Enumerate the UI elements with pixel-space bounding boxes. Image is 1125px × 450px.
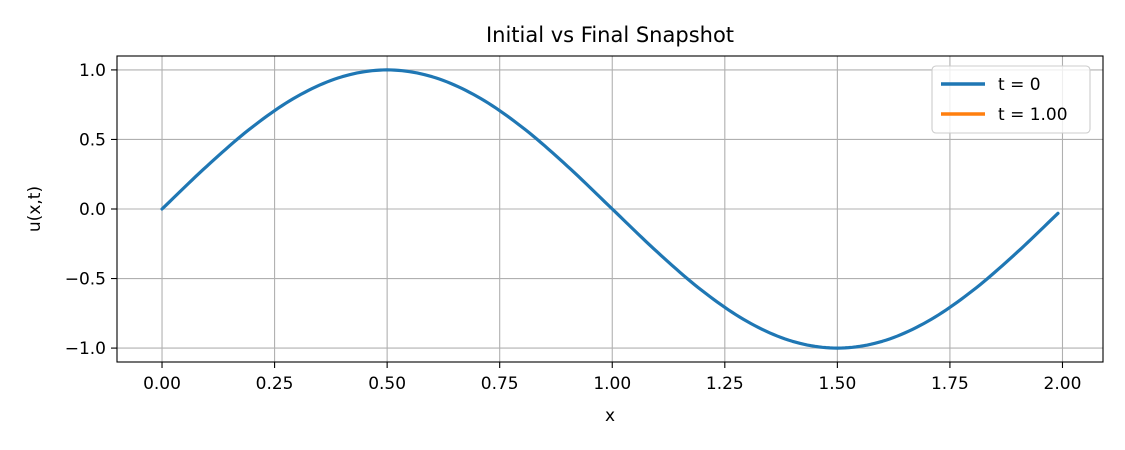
x-tick-label: 1.25 xyxy=(706,374,744,394)
y-axis-label: u(x,t) xyxy=(25,186,45,232)
chart-title: Initial vs Final Snapshot xyxy=(486,23,734,47)
ticks: 0.00 0.25 0.50 0.75 1.00 1.25 1.50 1.75 2.00 −1.0… xyxy=(65,61,1082,394)
series-layer xyxy=(160,68,1060,350)
x-tick-label: 0.50 xyxy=(368,374,406,394)
y-tick-label: −0.5 xyxy=(65,270,106,290)
x-tick-label: 1.50 xyxy=(818,374,856,394)
legend-label-t0: t = 0 xyxy=(998,75,1041,95)
x-tick-label: 0.00 xyxy=(143,374,181,394)
y-tick-label: −1.0 xyxy=(65,339,106,359)
legend: t = 0 t = 1.00 xyxy=(931,65,1091,134)
x-axis-label: x xyxy=(605,406,615,426)
series-line-0 xyxy=(160,68,1060,350)
x-tick-label: 0.75 xyxy=(481,374,519,394)
x-tick-label: 1.75 xyxy=(931,374,969,394)
x-tick-label: 2.00 xyxy=(1044,374,1082,394)
x-tick-label: 0.25 xyxy=(256,374,294,394)
y-tick-label: 0.5 xyxy=(79,130,106,150)
y-tick-label: 0.0 xyxy=(79,200,106,220)
y-tick-label: 1.0 xyxy=(79,61,106,81)
x-tick-label: 1.00 xyxy=(593,374,631,394)
legend-label-t1: t = 1.00 xyxy=(998,105,1068,125)
